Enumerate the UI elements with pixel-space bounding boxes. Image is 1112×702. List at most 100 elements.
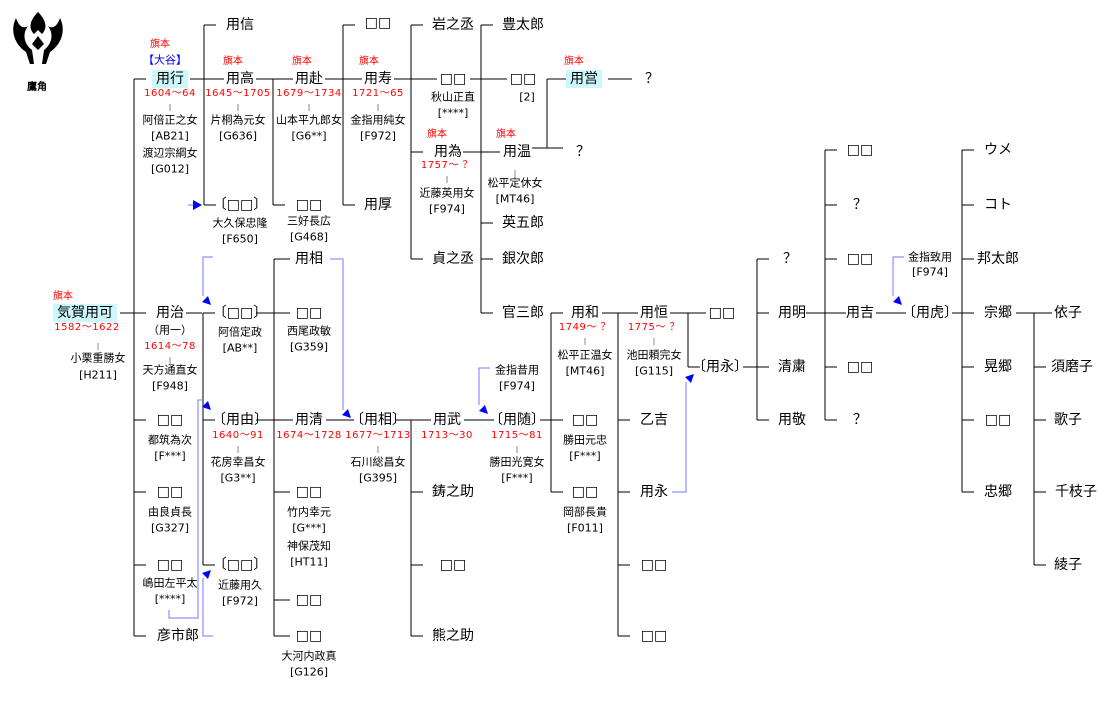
- lifespan: 1721〜65: [352, 88, 404, 99]
- person-name: 用厚: [364, 197, 392, 213]
- link-line: [463, 78, 566, 153]
- spouse-info: [G6**]: [291, 129, 327, 143]
- spouse-info: [G126]: [289, 665, 329, 679]
- branch-line: [1033, 312, 1046, 566]
- person-name: 英五郎: [502, 215, 544, 231]
- crest-label: 鷹角: [27, 82, 47, 93]
- person-name: 〔用虎〕: [902, 305, 958, 321]
- spouse-info: 天方通直女: [142, 363, 198, 377]
- person-name: □□: [708, 305, 736, 321]
- person-name: 用営: [566, 70, 602, 88]
- adoption-arrow-line: [478, 367, 490, 405]
- person-name: □□: [846, 142, 874, 158]
- person-name: 依子: [1054, 305, 1082, 321]
- person-name: 用吉: [846, 305, 874, 321]
- person-name: ？: [576, 144, 590, 160]
- branch-line: [961, 149, 974, 493]
- person-name: 〔□□〕: [212, 305, 268, 321]
- spouse-info: [G468]: [289, 230, 329, 244]
- branch-line: [273, 258, 290, 637]
- lifespan: 1677〜1713: [345, 430, 411, 441]
- spouse-info: 岡部長貴: [563, 505, 607, 519]
- spouse-info: 都筑為次: [148, 433, 192, 447]
- person-name: □□: [439, 557, 467, 573]
- person-name: 用温: [503, 144, 531, 160]
- arrowhead-icon: [893, 296, 902, 305]
- person-name: 〔□□〕: [212, 197, 268, 213]
- spouse-info: [F972]: [222, 594, 258, 608]
- spouse-info: [G***]: [292, 521, 326, 535]
- person-name: □□: [439, 71, 467, 87]
- adoption-arrow-line: [672, 382, 687, 493]
- arrowhead-icon: [202, 401, 211, 410]
- spouse-info: [F948]: [152, 379, 188, 393]
- spouse-info: [AB**]: [222, 341, 258, 355]
- person-name: ウメ: [984, 142, 1012, 158]
- person-name: 熊之助: [432, 628, 474, 644]
- spouse-info: [G359]: [289, 340, 329, 354]
- person-name: □□: [571, 412, 599, 428]
- person-name: □□: [640, 628, 668, 644]
- person-name: 用行: [152, 70, 188, 88]
- person-name: 宗郷: [984, 305, 1012, 321]
- person-name: □□: [846, 251, 874, 267]
- spouse-info: 松平正温女: [557, 348, 613, 362]
- rank-label: 旗本: [564, 56, 584, 67]
- person-name: 〔用由〕: [212, 412, 268, 428]
- person-name: 用治: [156, 305, 184, 321]
- person-name: 豊太郎: [502, 17, 544, 33]
- person-name: 綾子: [1054, 557, 1082, 573]
- person-name: 歌子: [1054, 412, 1082, 428]
- spouse-info: [2]: [519, 90, 535, 104]
- rank-label: 旗本: [53, 291, 73, 302]
- spouse-info: 三好長広: [287, 214, 331, 228]
- person-name: ？: [783, 251, 797, 267]
- spouse-info: 阿倍正之女: [142, 113, 198, 127]
- branch-line: [687, 312, 700, 368]
- adoption-arrow-line: [202, 578, 213, 637]
- spouse-info: 大河内政真: [281, 649, 337, 663]
- person-name: コト: [984, 197, 1012, 213]
- spouse-info: 近藤用久: [218, 578, 262, 592]
- person-name: □□: [509, 71, 537, 87]
- spouse-info: 松平定休女: [487, 176, 543, 190]
- arrowhead-icon: [685, 374, 694, 383]
- lifespan: 1749〜 ？: [558, 322, 612, 333]
- person-name: 用永: [640, 484, 668, 500]
- spouse-info: 金指用純女: [350, 113, 406, 127]
- spouse-info: [F974]: [912, 265, 948, 279]
- spouse-info: [F***]: [569, 449, 601, 463]
- person-name: 用為: [434, 144, 462, 160]
- branch-line: [756, 258, 769, 421]
- spouse-info: 勝田光寛女: [489, 455, 545, 469]
- spouse-info: [F011]: [567, 521, 603, 535]
- spouse-info: 近藤英用女: [419, 186, 475, 200]
- lifespan: 1775〜 ？: [627, 322, 681, 333]
- spouse-info: [MT46]: [565, 364, 605, 378]
- branch-line: [410, 24, 423, 260]
- arrowhead-icon: [202, 570, 211, 579]
- spouse-info: 勝田元忠: [563, 433, 607, 447]
- spouse-info: [F650]: [222, 232, 258, 246]
- person-name: □□: [364, 15, 392, 31]
- spouse-info: 渡辺宗綱女: [142, 146, 198, 160]
- spouse-info: [G395]: [358, 471, 398, 485]
- spouse-info: 西尾政敏: [287, 324, 331, 338]
- person-name: ？: [853, 197, 867, 213]
- spouse-info: [F974]: [499, 379, 535, 393]
- person-name: 〔用永〕: [692, 359, 748, 375]
- person-name: 〔用相〕: [350, 412, 406, 428]
- adoption-arrow-line: [330, 258, 344, 410]
- person-name: □□: [984, 412, 1012, 428]
- arrowhead-icon: [479, 405, 488, 414]
- branch-line: [824, 149, 837, 421]
- person-name: ？: [853, 412, 867, 428]
- person-name: □□: [295, 305, 323, 321]
- branch-line: [480, 24, 493, 314]
- spouse-info: 石川総昌女: [350, 455, 406, 469]
- rank-label: 旗本: [223, 56, 243, 67]
- spouse-info: [****]: [437, 106, 469, 120]
- person-name: 用赴: [295, 71, 323, 87]
- person-name: 用寿: [364, 71, 392, 87]
